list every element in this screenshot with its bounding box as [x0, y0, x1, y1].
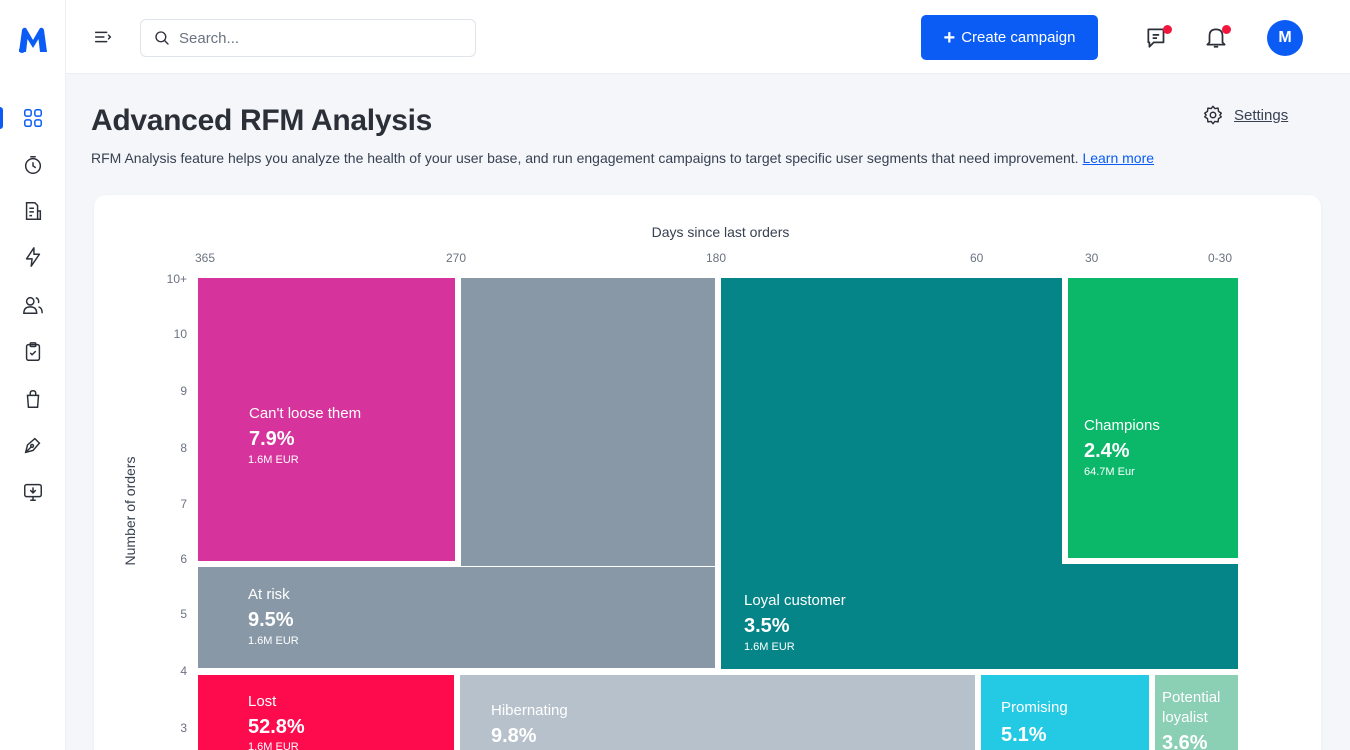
page-title: Advanced RFM Analysis [91, 104, 433, 137]
x-tick-label: 30 [1085, 251, 1099, 265]
x-tick-label: 60 [970, 251, 984, 265]
segment-percent: 7.9% [249, 428, 295, 450]
download-monitor-icon [24, 483, 42, 501]
y-tick-label: 3 [180, 721, 187, 735]
settings-link[interactable]: Settings [1202, 104, 1288, 126]
logo-icon[interactable] [17, 26, 49, 54]
x-tick-label: 0-30 [1208, 251, 1233, 265]
segment-at-risk[interactable]: At risk 9.5% 1.6M EUR [198, 567, 715, 668]
segment-percent: 3.6% [1162, 732, 1208, 750]
x-tick-label: 270 [446, 251, 467, 265]
nav-timer[interactable] [18, 150, 48, 180]
nav-downloads[interactable] [18, 477, 48, 507]
y-tick-label: 6 [180, 552, 187, 566]
users-icon [23, 296, 43, 314]
segment-hibernating[interactable]: Hibernating 9.8% [460, 675, 975, 750]
nav-design[interactable] [18, 430, 48, 460]
segment-name: At risk [248, 586, 290, 603]
y-tick-label: 10+ [166, 272, 187, 286]
left-nav-rail [0, 0, 66, 750]
pen-tool-icon [24, 437, 41, 454]
x-tick-label: 180 [706, 251, 727, 265]
bell-notification-dot [1222, 25, 1231, 34]
segment-amount: 1.6M EUR [248, 741, 299, 750]
lightning-icon [25, 247, 41, 267]
plus-icon: + [943, 26, 956, 49]
segment-percent: 52.8% [248, 716, 305, 738]
y-tick-label: 10 [173, 327, 187, 341]
nav-dashboard[interactable] [18, 103, 48, 133]
create-campaign-label: Create campaign [961, 29, 1076, 46]
y-tick-label: 9 [180, 384, 187, 398]
segment-amount: 1.6M EUR [248, 635, 299, 647]
y-tick-label: 5 [180, 607, 187, 621]
messages-notification-dot [1163, 25, 1172, 34]
y-tick-label: 4 [180, 664, 187, 678]
search-icon [155, 31, 169, 45]
segment-lost[interactable]: Lost 52.8% 1.6M EUR [198, 675, 454, 750]
segment-loyal-customer[interactable]: Loyal customer 3.5% 1.6M EUR [721, 564, 1238, 669]
clipboard-check-icon [25, 342, 41, 361]
segment-percent: 3.5% [744, 615, 790, 637]
segment-name: Can't loose them [249, 405, 362, 422]
segment-champions[interactable]: Champions 2.4% 64.7M Eur [1068, 278, 1238, 558]
nav-automation[interactable] [18, 242, 48, 272]
segment-name: Lost [248, 693, 277, 710]
segment-name: Champions [1084, 417, 1160, 434]
segment-amount: 1.6M EUR [248, 454, 299, 466]
shopping-bag-icon [26, 390, 40, 408]
segment-name: Hibernating [491, 702, 568, 719]
segment-loyal-customer-upper[interactable] [721, 278, 1062, 564]
settings-label[interactable]: Settings [1234, 106, 1289, 124]
segment-cant-loose-them[interactable]: Can't loose them 7.9% 1.6M EUR [198, 278, 455, 561]
x-axis-title: Days since last orders [651, 224, 790, 240]
segment-name: Potential loyalist [1162, 689, 1221, 726]
page-description: RFM Analysis feature helps you analyze t… [91, 150, 1154, 166]
gear-icon [1204, 105, 1222, 125]
search-input[interactable] [179, 29, 459, 47]
menu-icon [94, 31, 112, 43]
top-bar: + Create campaign M [66, 0, 1350, 74]
segment-percent: 9.8% [491, 725, 537, 747]
segment-name: Promising [1001, 699, 1068, 716]
timer-icon [24, 156, 42, 174]
learn-more-link[interactable]: Learn more [1082, 150, 1155, 166]
segment-potential-loyalist[interactable]: Potential loyalist 3.6% [1155, 675, 1238, 750]
nav-users[interactable] [18, 290, 48, 320]
x-tick-label: 365 [195, 251, 216, 265]
bell-icon [1206, 28, 1226, 48]
create-campaign-button[interactable]: + Create campaign [921, 15, 1098, 60]
segment-at-risk-upper[interactable] [461, 278, 715, 566]
segment-amount: 64.7M Eur [1084, 466, 1135, 478]
nav-tasks[interactable] [18, 337, 48, 367]
messages-button[interactable] [1144, 24, 1172, 52]
y-tick-label: 7 [180, 497, 187, 511]
nav-reports[interactable] [18, 196, 48, 226]
description-text: RFM Analysis feature helps you analyze t… [91, 150, 1079, 166]
menu-toggle-button[interactable] [92, 26, 114, 48]
reports-icon [25, 202, 42, 220]
segment-percent: 9.5% [248, 609, 294, 631]
segment-amount: 1.6M EUR [744, 641, 795, 653]
segment-percent: 5.1% [1001, 724, 1047, 746]
notifications-button[interactable] [1203, 24, 1231, 52]
nav-products[interactable] [18, 384, 48, 414]
segment-promising[interactable]: Promising 5.1% [981, 675, 1149, 750]
segment-percent: 2.4% [1084, 440, 1130, 462]
search-box[interactable] [140, 19, 476, 57]
active-indicator [0, 107, 3, 129]
segment-name: Loyal customer [744, 592, 846, 609]
y-axis-title: Number of orders [122, 456, 138, 566]
avatar[interactable]: M [1267, 20, 1303, 56]
y-tick-label: 8 [180, 441, 187, 455]
dashboard-icon [24, 109, 42, 127]
